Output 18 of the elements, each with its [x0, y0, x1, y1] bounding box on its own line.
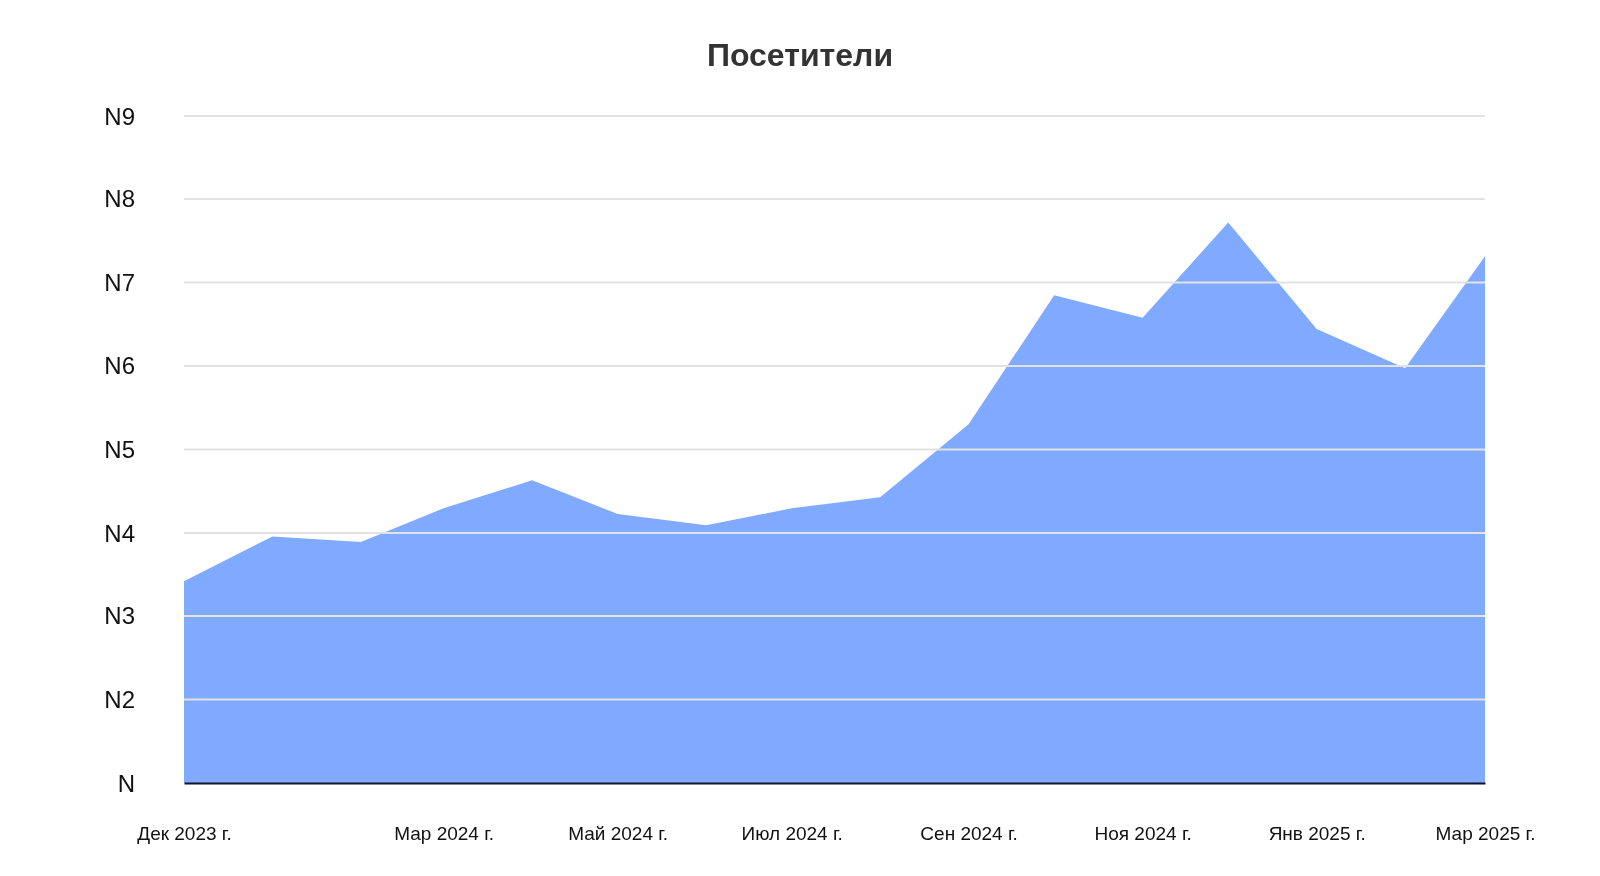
x-tick-label: Ноя 2024 г. [1094, 823, 1192, 845]
ref-line-label: N3 [104, 602, 135, 630]
text: N [117, 769, 135, 797]
chart-title: Посетители [706, 37, 894, 73]
ref-line-label: N9 [104, 102, 135, 130]
ref-line-label: N2 [104, 685, 135, 713]
x-tick-label: Май 2024 г. [568, 823, 669, 845]
ref-line-label: N8 [104, 185, 135, 213]
x-tick-label: Сен 2024 г. [920, 823, 1018, 845]
x-tick-label: Июл 2024 г. [741, 823, 843, 845]
x-tick-label: Янв 2025 г. [1268, 823, 1366, 845]
x-tick-label: Мар 2025 г. [1435, 823, 1536, 845]
ref-line-label: N4 [104, 519, 135, 547]
x-tick-label: Дек 2023 г. [137, 823, 232, 845]
ref-line-label: N6 [104, 352, 135, 380]
ref-line-label: N5 [104, 436, 135, 463]
ref-line-label: N7 [104, 268, 135, 296]
x-tick-label: Мар 2024 г. [394, 823, 495, 845]
